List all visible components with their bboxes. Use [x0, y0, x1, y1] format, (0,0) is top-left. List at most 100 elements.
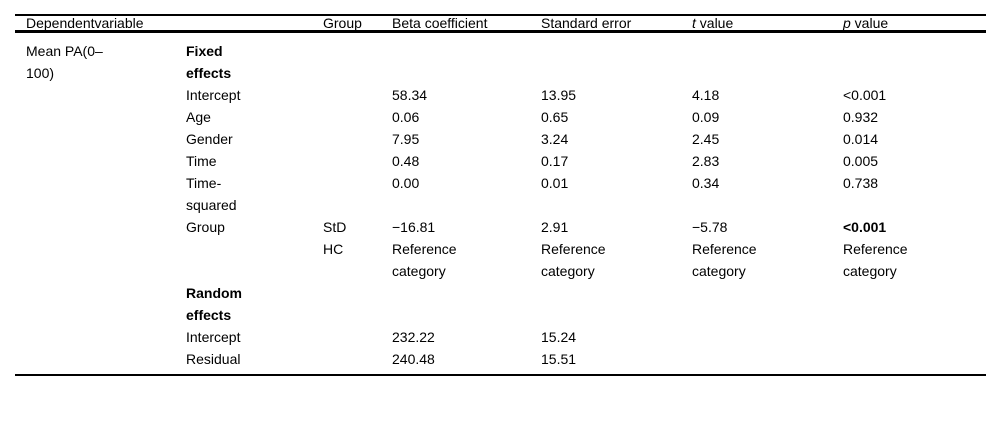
- group-cell: HC: [323, 241, 344, 257]
- se-cell: 2.91: [541, 219, 569, 235]
- t-cell: [692, 32, 843, 85]
- t-cell: 4.18: [692, 87, 720, 103]
- p-cell: 0.932: [843, 109, 879, 125]
- table-row: Intercept 58.34 13.95 4.18 <0.001: [15, 84, 986, 106]
- beta-cell: 58.34: [392, 87, 428, 103]
- dependent-variable-cell: Mean PA(0– 100): [26, 43, 103, 81]
- dependent-variable-cell: [15, 172, 186, 216]
- t-cell: [692, 282, 843, 326]
- t-cell: −5.78: [692, 219, 728, 235]
- se-cell: Reference category: [541, 241, 606, 279]
- header-standard-error: Standard error: [541, 15, 692, 33]
- t-cell: [692, 326, 843, 348]
- se-cell: 0.17: [541, 153, 569, 169]
- table-row: Intercept 232.22 15.24: [15, 326, 986, 348]
- p-cell: 0.014: [843, 131, 879, 147]
- beta-cell: 0.06: [392, 109, 420, 125]
- t-cell: 2.83: [692, 153, 720, 169]
- beta-cell: Reference category: [392, 241, 457, 279]
- effect-label-cell: Time- squared: [186, 175, 237, 213]
- header-p-value: p value: [843, 15, 986, 33]
- p-cell: [843, 348, 986, 375]
- dependent-variable-cell: [15, 326, 186, 348]
- effect-label-cell: [186, 238, 323, 282]
- table-row: Residual 240.48 15.51: [15, 348, 986, 375]
- table-row: Time- squared 0.00 0.01 0.34 0.738: [15, 172, 986, 216]
- dependent-variable-cell: [15, 348, 186, 375]
- p-cell: Reference category: [843, 241, 908, 279]
- effect-label-cell: Gender: [186, 131, 233, 147]
- effect-label-cell: Age: [186, 109, 211, 125]
- table-row: Group StD −16.81 2.91 −5.78 <0.001: [15, 216, 986, 238]
- group-cell: [323, 150, 392, 172]
- table-row: Mean PA(0– 100) Fixed effects: [15, 32, 986, 85]
- t-cell: 2.45: [692, 131, 720, 147]
- se-cell: 0.01: [541, 175, 569, 191]
- p-cell: 0.738: [843, 175, 879, 191]
- t-cell: 0.34: [692, 175, 720, 191]
- effect-label-cell: Intercept: [186, 87, 241, 103]
- p-cell: <0.001: [843, 219, 887, 235]
- table-row: HC Reference category Reference category…: [15, 238, 986, 282]
- dependent-variable-cell: [15, 106, 186, 128]
- t-cell: 0.09: [692, 109, 720, 125]
- p-cell: [843, 282, 986, 326]
- group-cell: [323, 326, 392, 348]
- p-cell: <0.001: [843, 87, 887, 103]
- beta-cell: [392, 282, 541, 326]
- t-italic: t: [692, 15, 696, 31]
- effect-label-cell: Intercept: [186, 329, 241, 345]
- p-rest: value: [850, 15, 889, 31]
- beta-cell: 232.22: [392, 329, 435, 345]
- p-cell: [843, 32, 986, 85]
- effect-label-cell: Time: [186, 153, 217, 169]
- table-row: Gender 7.95 3.24 2.45 0.014: [15, 128, 986, 150]
- group-cell: [323, 84, 392, 106]
- se-cell: 3.24: [541, 131, 569, 147]
- mixed-model-results-table: Dependentvariable Group Beta coefficient…: [15, 14, 986, 376]
- t-rest: value: [695, 15, 734, 31]
- se-cell: [541, 32, 692, 85]
- group-cell: [323, 32, 392, 85]
- p-cell: [843, 326, 986, 348]
- header-t-value: t value: [692, 15, 843, 33]
- group-cell: [323, 348, 392, 375]
- header-dependent-variable: Dependentvariable: [15, 15, 323, 33]
- table-row: Random effects: [15, 282, 986, 326]
- dependent-variable-cell: [15, 128, 186, 150]
- effect-label-cell: Fixed effects: [186, 43, 232, 81]
- beta-cell: −16.81: [392, 219, 436, 235]
- beta-cell: 0.48: [392, 153, 420, 169]
- group-cell: [323, 282, 392, 326]
- header-row: Dependentvariable Group Beta coefficient…: [15, 15, 986, 33]
- p-italic: p: [843, 15, 851, 31]
- se-cell: 15.51: [541, 351, 577, 367]
- effect-label-cell: Group: [186, 219, 225, 235]
- beta-cell: 0.00: [392, 175, 420, 191]
- table-row: Age 0.06 0.65 0.09 0.932: [15, 106, 986, 128]
- header-beta-coefficient: Beta coefficient: [392, 15, 541, 33]
- dependent-variable-cell: [15, 282, 186, 326]
- beta-cell: 240.48: [392, 351, 435, 367]
- se-cell: [541, 282, 692, 326]
- beta-cell: [392, 32, 541, 85]
- group-cell: [323, 172, 392, 216]
- group-cell: [323, 128, 392, 150]
- se-cell: 13.95: [541, 87, 577, 103]
- dependent-variable-cell: [15, 84, 186, 106]
- table-row: Time 0.48 0.17 2.83 0.005: [15, 150, 986, 172]
- se-cell: 15.24: [541, 329, 577, 345]
- header-group: Group: [323, 15, 392, 33]
- t-cell: [692, 348, 843, 375]
- p-cell: 0.005: [843, 153, 879, 169]
- dependent-variable-cell: [15, 238, 186, 282]
- se-cell: 0.65: [541, 109, 569, 125]
- group-cell: StD: [323, 219, 347, 235]
- effect-label-cell: Residual: [186, 351, 241, 367]
- effect-label-cell: Random effects: [186, 285, 242, 323]
- group-cell: [323, 106, 392, 128]
- t-cell: Reference category: [692, 241, 757, 279]
- dependent-variable-cell: [15, 150, 186, 172]
- dependent-variable-cell: [15, 216, 186, 238]
- beta-cell: 7.95: [392, 131, 420, 147]
